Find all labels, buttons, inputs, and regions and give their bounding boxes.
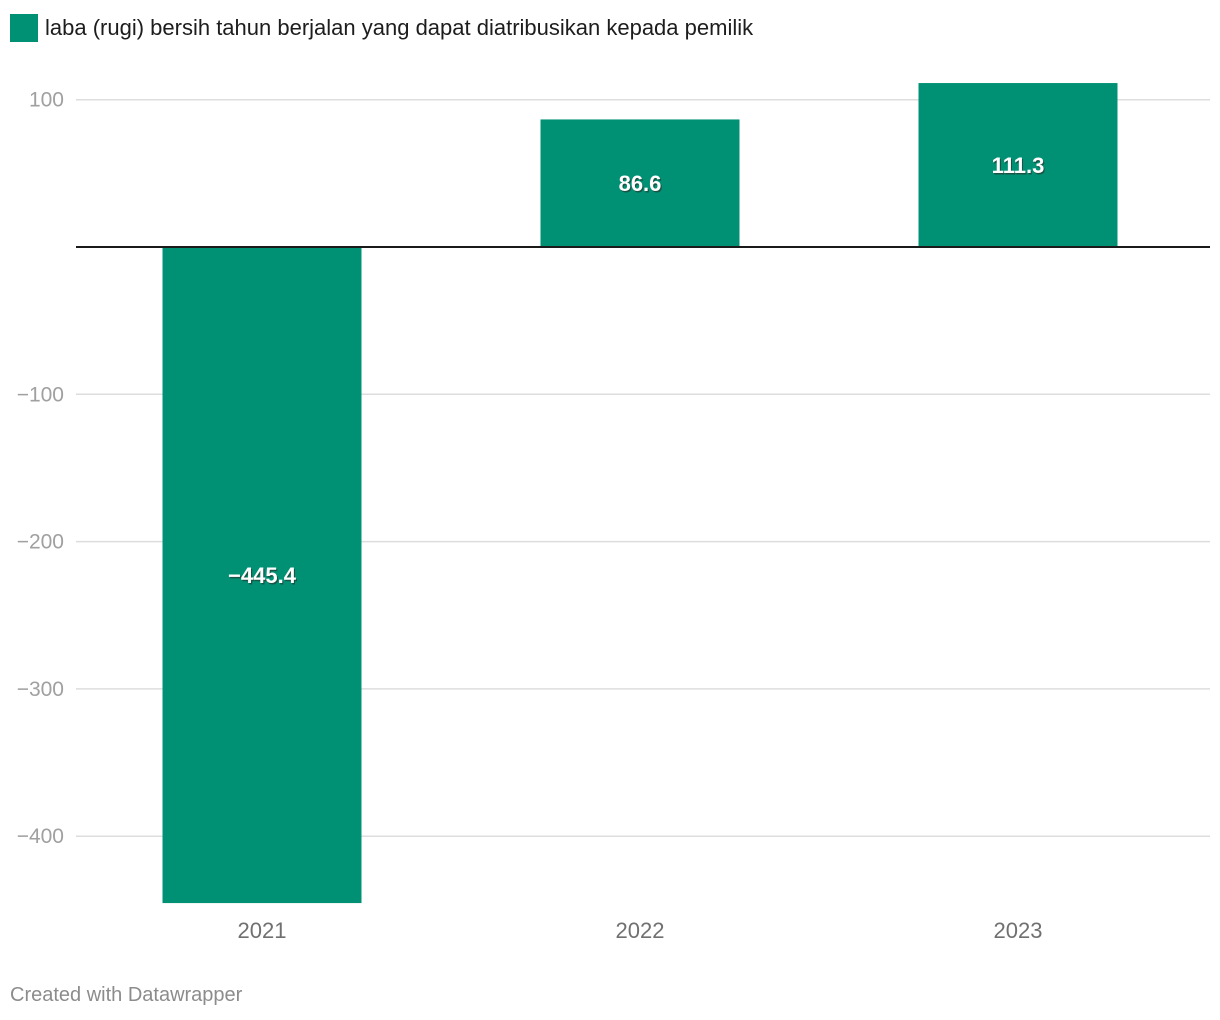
legend-swatch [10, 14, 38, 42]
footer-credit: Created with Datawrapper [10, 984, 243, 1006]
data-label: 86.6 [619, 171, 662, 196]
y-tick-label: −300 [17, 678, 64, 701]
bar-2021 [162, 247, 362, 904]
data-label-shadow: −445.4 [229, 565, 298, 590]
y-tick-label: 100 [29, 89, 64, 112]
data-label: −445.4 [228, 563, 297, 588]
y-tick-label: −100 [17, 383, 64, 406]
x-tick-label: 2022 [616, 918, 665, 943]
x-tick-label: 2023 [994, 918, 1043, 943]
bar-2023 [918, 83, 1118, 247]
data-label-shadow: 111.3 [993, 155, 1046, 180]
legend-label: laba (rugi) bersih tahun berjalan yang d… [45, 15, 754, 40]
data-label-shadow: 86.6 [620, 173, 663, 198]
x-tick-label: 2021 [238, 918, 287, 943]
bar-2022 [540, 119, 740, 247]
chart-legend: laba (rugi) bersih tahun berjalan yang d… [10, 14, 753, 42]
y-tick-label: −400 [17, 825, 64, 848]
data-label: 111.3 [992, 153, 1045, 178]
y-tick-label: −200 [17, 531, 64, 554]
